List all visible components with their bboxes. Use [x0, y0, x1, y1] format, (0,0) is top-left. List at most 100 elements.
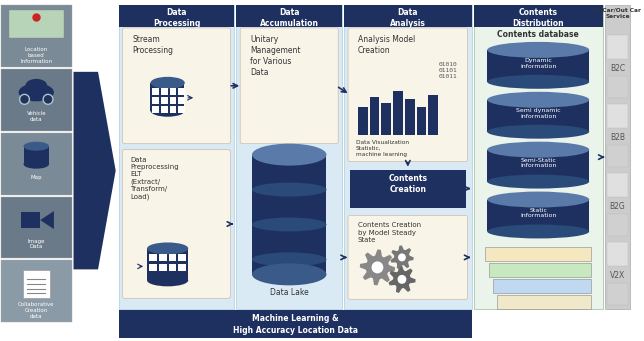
Text: Dynamic
information: Dynamic information	[520, 58, 556, 69]
FancyBboxPatch shape	[348, 28, 468, 162]
FancyBboxPatch shape	[122, 150, 231, 298]
Bar	[488, 100, 589, 132]
Bar	[393, 91, 403, 135]
Bar	[178, 88, 185, 95]
Bar	[497, 295, 591, 309]
Circle shape	[43, 94, 53, 104]
Circle shape	[372, 262, 383, 273]
Text: V2X: V2X	[610, 271, 625, 280]
Ellipse shape	[488, 42, 589, 58]
Bar	[350, 169, 466, 208]
Text: Location
based
Information: Location based Information	[20, 47, 52, 64]
Text: Collaborative
Creation
data: Collaborative Creation data	[18, 302, 55, 319]
Circle shape	[397, 275, 406, 284]
Bar	[169, 264, 176, 271]
Bar	[1, 261, 71, 322]
Polygon shape	[388, 265, 415, 293]
Bar	[147, 249, 188, 280]
Text: Data
Processing: Data Processing	[153, 8, 200, 28]
Circle shape	[398, 253, 406, 262]
Text: Semi-Static
information: Semi-Static information	[520, 158, 556, 168]
Bar	[607, 283, 629, 305]
Bar	[161, 106, 167, 113]
Text: Stream
Processing: Stream Processing	[133, 35, 173, 55]
Bar	[118, 310, 471, 338]
Ellipse shape	[488, 125, 589, 139]
Text: Contents database: Contents database	[497, 30, 579, 39]
Ellipse shape	[147, 275, 188, 286]
Ellipse shape	[488, 192, 589, 208]
Bar	[159, 264, 167, 271]
Bar	[169, 88, 176, 95]
Bar	[607, 242, 629, 266]
Bar	[473, 5, 603, 309]
Ellipse shape	[488, 92, 589, 108]
Text: Analysis Model
Creation: Analysis Model Creation	[358, 35, 415, 55]
Text: B2B: B2B	[610, 133, 625, 142]
Bar	[488, 150, 589, 182]
Ellipse shape	[252, 182, 327, 196]
Bar	[370, 97, 379, 135]
Text: B2G: B2G	[610, 202, 625, 211]
Bar	[9, 10, 64, 38]
Text: B2C: B2C	[610, 64, 625, 73]
Ellipse shape	[24, 160, 49, 169]
Bar	[169, 106, 176, 113]
Bar	[607, 145, 629, 167]
Ellipse shape	[26, 79, 47, 92]
Bar	[473, 5, 603, 27]
Text: Vehicle
data: Vehicle data	[26, 111, 46, 122]
Text: Contents
Creation: Contents Creation	[388, 174, 428, 194]
Bar	[169, 254, 176, 262]
Text: Map: Map	[30, 175, 42, 180]
Bar	[152, 88, 159, 95]
Bar	[178, 97, 185, 104]
Text: Data
Preprocessing
ELT
(Extract/
Transform/
Load): Data Preprocessing ELT (Extract/ Transfo…	[130, 157, 179, 200]
Ellipse shape	[488, 175, 589, 189]
FancyBboxPatch shape	[240, 28, 338, 144]
Bar	[159, 254, 167, 262]
Bar	[428, 95, 438, 135]
Bar	[149, 264, 157, 271]
Bar	[150, 83, 184, 111]
Ellipse shape	[252, 252, 327, 266]
Text: Semi dynamic
information: Semi dynamic information	[516, 108, 560, 119]
Ellipse shape	[488, 224, 589, 238]
Bar	[1, 133, 71, 195]
Text: Data Lake: Data Lake	[270, 288, 308, 297]
Bar	[405, 99, 415, 135]
Bar	[381, 103, 391, 135]
Bar	[236, 5, 342, 309]
Bar	[178, 264, 186, 271]
Bar	[161, 97, 167, 104]
Bar	[178, 106, 185, 113]
Bar	[23, 270, 50, 298]
Bar	[488, 50, 589, 82]
Bar	[344, 5, 471, 27]
Bar	[21, 212, 40, 228]
Ellipse shape	[488, 75, 589, 89]
Bar	[607, 76, 629, 98]
Polygon shape	[360, 249, 395, 285]
Bar	[252, 155, 327, 275]
Text: 01010
01101
01011: 01010 01101 01011	[439, 62, 458, 79]
Text: Image
Data: Image Data	[28, 239, 45, 249]
Bar	[1, 5, 71, 67]
Bar	[358, 107, 368, 135]
Bar	[169, 97, 176, 104]
Bar	[152, 97, 159, 104]
Circle shape	[19, 94, 30, 104]
FancyBboxPatch shape	[122, 28, 231, 144]
Ellipse shape	[252, 263, 327, 285]
Bar	[118, 5, 234, 27]
Polygon shape	[40, 211, 54, 229]
Bar	[1, 196, 71, 258]
Bar	[161, 88, 167, 95]
Bar	[607, 173, 629, 197]
Text: In Car/Out Car
Service: In Car/Out Car Service	[594, 8, 641, 19]
Bar	[344, 5, 471, 309]
Text: Contents
Distribution: Contents Distribution	[513, 8, 564, 28]
FancyBboxPatch shape	[348, 216, 468, 299]
Text: Data Visualization
Statistic,
machine learning: Data Visualization Statistic, machine le…	[356, 140, 409, 157]
Bar	[607, 214, 629, 236]
